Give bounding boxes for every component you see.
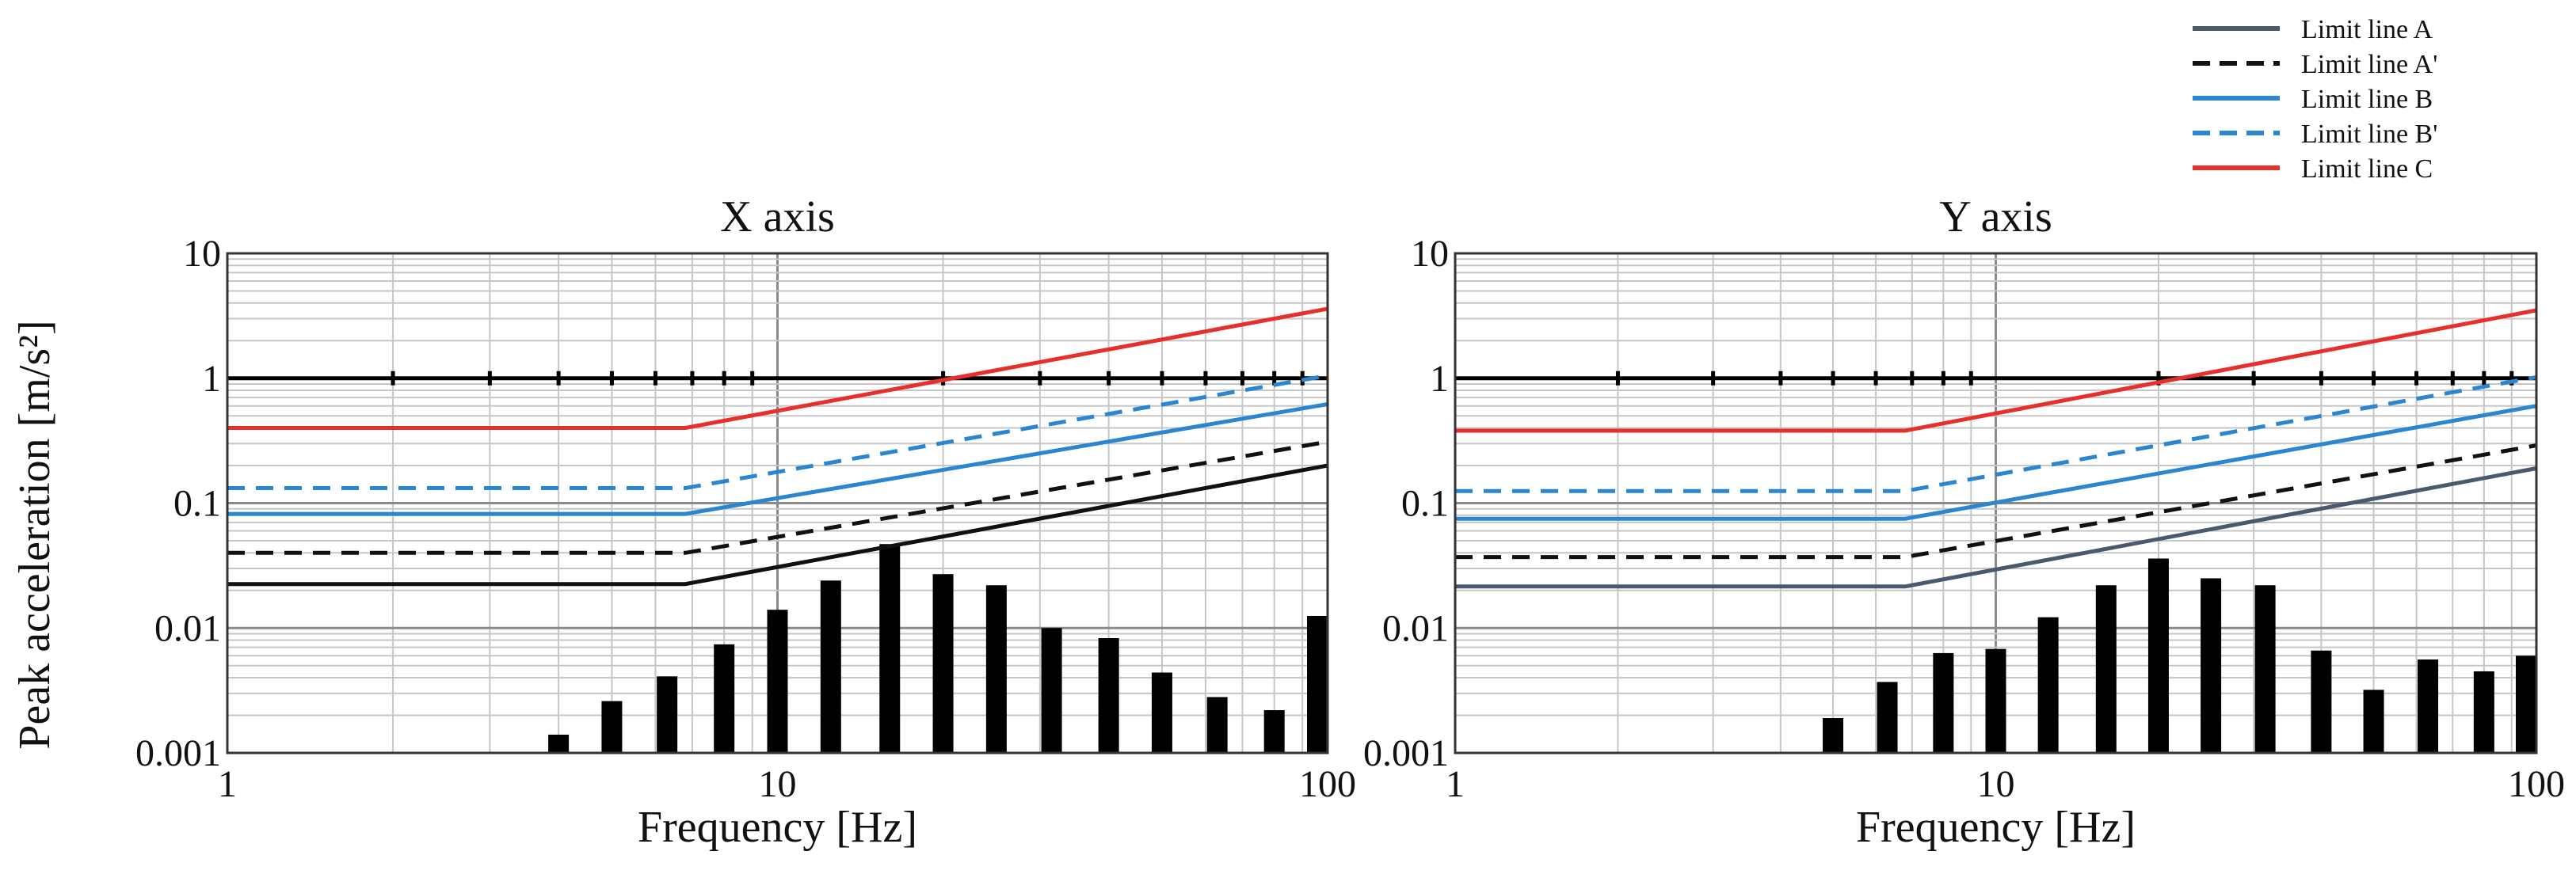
bar (1151, 672, 1172, 753)
limit-line-c (227, 306, 1328, 430)
bar (2363, 690, 2384, 753)
bar (1823, 718, 1844, 753)
limit-line-a-prime (227, 439, 1328, 555)
legend-entry: Limit line A' (2193, 50, 2437, 79)
y-tick-label: 10 (1411, 233, 1449, 275)
bar (548, 734, 570, 753)
legend-label: Limit line C (2301, 154, 2433, 184)
bar (2516, 656, 2536, 753)
panel-title: Y axis (1939, 192, 2052, 241)
limit-line-b-prime (227, 373, 1328, 490)
legend-entry: Limit line A (2193, 15, 2433, 44)
limit-line-a (1455, 466, 2537, 589)
bar (1307, 615, 1328, 753)
y-tick-label: 1 (1430, 358, 1449, 400)
x-tick-label: 1 (218, 763, 237, 805)
x-tick-label: 1 (1446, 763, 1465, 805)
bars (548, 544, 1328, 753)
panel-title: X axis (720, 192, 835, 241)
y-tick-label: 0.1 (173, 483, 221, 525)
bar (2311, 650, 2332, 753)
y-tick-label: 0.001 (1363, 732, 1449, 774)
x-tick-label: 10 (1977, 763, 2015, 805)
legend-label: Limit line B' (2301, 120, 2437, 149)
y-tick-label: 0.01 (154, 607, 221, 649)
legend-label: Limit line B (2301, 85, 2433, 114)
x-tick-label: 100 (1299, 763, 1356, 805)
limit-line-a (227, 463, 1328, 587)
bar (1933, 652, 1954, 753)
limit-line-c (1455, 308, 2537, 433)
bars (1770, 558, 2536, 754)
y-tick-label: 10 (183, 233, 221, 275)
bar (879, 544, 901, 753)
panel-x-axis: 1 10 100 0.001 0.01 0.1 1 10 X axis Frequency [Hz… (10, 192, 1356, 852)
grid (1455, 253, 2536, 753)
limit-line-a-prime (1455, 443, 2537, 560)
reference-line (1455, 371, 2536, 386)
bar (2037, 617, 2059, 753)
y-tick-label: 0.001 (135, 732, 221, 774)
x-axis-label: Frequency [Hz] (638, 803, 917, 852)
x-axis-label: Frequency [Hz] (1856, 803, 2136, 852)
bar (657, 676, 678, 753)
limit-line-b (227, 402, 1328, 516)
legend-label: Limit line A (2301, 15, 2433, 44)
limit-lines (227, 306, 1328, 587)
legend: Limit line A Limit line A' Limit line B Lim… (2193, 15, 2437, 184)
y-tick-label: 1 (202, 358, 221, 400)
bar (2095, 585, 2117, 753)
y-axis-label: Peak acceleration [m/s²] (10, 320, 59, 749)
bar (2418, 659, 2439, 753)
limit-line-b (1455, 404, 2537, 521)
plot-frame (226, 252, 1329, 754)
bar (932, 574, 954, 753)
legend-entry: Limit line C (2193, 154, 2433, 184)
plot-frame (1454, 252, 2538, 754)
y-tick-label: 0.01 (1382, 607, 1449, 649)
panel-y-axis: 1 10 100 0.001 0.01 0.1 1 10 Y axis Frequency [Hz… (1363, 192, 2565, 852)
bar (1041, 628, 1062, 753)
reference-line (227, 371, 1328, 386)
bar (1877, 682, 1898, 753)
bar (820, 580, 841, 753)
x-tick-label: 100 (2508, 763, 2565, 805)
bar (1985, 648, 2006, 753)
legend-label: Limit line A' (2301, 50, 2437, 79)
bar (2473, 671, 2494, 753)
bar (1206, 697, 1228, 753)
limit-line-b-prime (1455, 374, 2537, 493)
bar (2201, 578, 2222, 753)
x-tick-label: 10 (759, 763, 797, 805)
y-tick-label: 0.1 (1401, 483, 1449, 525)
bar (767, 610, 788, 753)
bar (2254, 585, 2276, 753)
bar (714, 644, 735, 753)
bar (985, 585, 1007, 753)
limit-lines (1455, 308, 2537, 589)
bar (601, 701, 623, 753)
legend-entry: Limit line B (2193, 85, 2433, 114)
bar (2147, 558, 2169, 753)
bar (1263, 709, 1285, 753)
bar (1098, 638, 1119, 753)
legend-entry: Limit line B' (2193, 120, 2437, 149)
